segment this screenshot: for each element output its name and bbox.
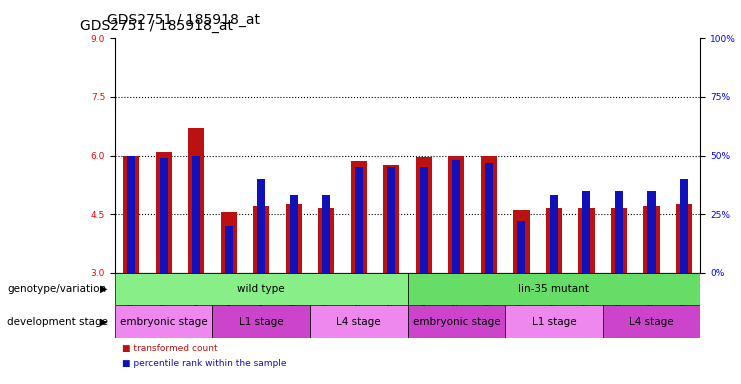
Bar: [408, 273, 700, 305]
Bar: [550, 195, 558, 273]
Bar: [225, 226, 233, 273]
Bar: [127, 156, 135, 273]
Bar: [611, 208, 627, 273]
Text: embryonic stage: embryonic stage: [413, 316, 500, 327]
Bar: [481, 156, 497, 273]
Bar: [676, 204, 692, 273]
Bar: [408, 305, 505, 338]
Text: development stage: development stage: [7, 316, 108, 327]
Bar: [546, 208, 562, 273]
Bar: [485, 162, 493, 273]
Bar: [115, 305, 213, 338]
Bar: [388, 167, 396, 273]
Bar: [602, 305, 700, 338]
Bar: [416, 157, 432, 273]
Bar: [514, 210, 530, 273]
Bar: [448, 156, 465, 273]
Bar: [310, 305, 408, 338]
Bar: [192, 156, 200, 273]
Bar: [582, 191, 591, 273]
Text: ■ transformed count: ■ transformed count: [122, 344, 218, 353]
Bar: [350, 161, 367, 273]
Text: genotype/variation: genotype/variation: [7, 284, 107, 294]
Bar: [383, 165, 399, 273]
Bar: [257, 179, 265, 273]
Bar: [318, 208, 334, 273]
Bar: [285, 204, 302, 273]
Text: wild type: wild type: [237, 284, 285, 294]
Bar: [159, 158, 167, 273]
Bar: [213, 305, 310, 338]
Text: ▶: ▶: [100, 284, 107, 294]
Text: L1 stage: L1 stage: [239, 316, 284, 327]
Bar: [648, 191, 656, 273]
Bar: [188, 128, 205, 273]
Bar: [322, 195, 330, 273]
Text: L1 stage: L1 stage: [531, 316, 576, 327]
Text: ▶: ▶: [100, 316, 107, 327]
Text: L4 stage: L4 stage: [336, 316, 381, 327]
Bar: [643, 206, 659, 273]
Bar: [115, 273, 408, 305]
Text: ■ percentile rank within the sample: ■ percentile rank within the sample: [122, 359, 287, 368]
Bar: [253, 206, 269, 273]
Bar: [221, 212, 237, 273]
Bar: [680, 179, 688, 273]
Bar: [419, 167, 428, 273]
Bar: [123, 156, 139, 273]
Bar: [290, 195, 298, 273]
Bar: [452, 160, 460, 273]
Text: L4 stage: L4 stage: [629, 316, 674, 327]
Text: GDS2751 / 185918_at: GDS2751 / 185918_at: [107, 13, 260, 27]
Bar: [505, 305, 602, 338]
Bar: [578, 208, 594, 273]
Text: lin-35 mutant: lin-35 mutant: [519, 284, 589, 294]
Bar: [615, 191, 623, 273]
Bar: [355, 167, 363, 273]
Text: embryonic stage: embryonic stage: [120, 316, 207, 327]
Bar: [517, 221, 525, 273]
Bar: [156, 152, 172, 273]
Text: GDS2751 / 185918_at: GDS2751 / 185918_at: [81, 19, 233, 33]
